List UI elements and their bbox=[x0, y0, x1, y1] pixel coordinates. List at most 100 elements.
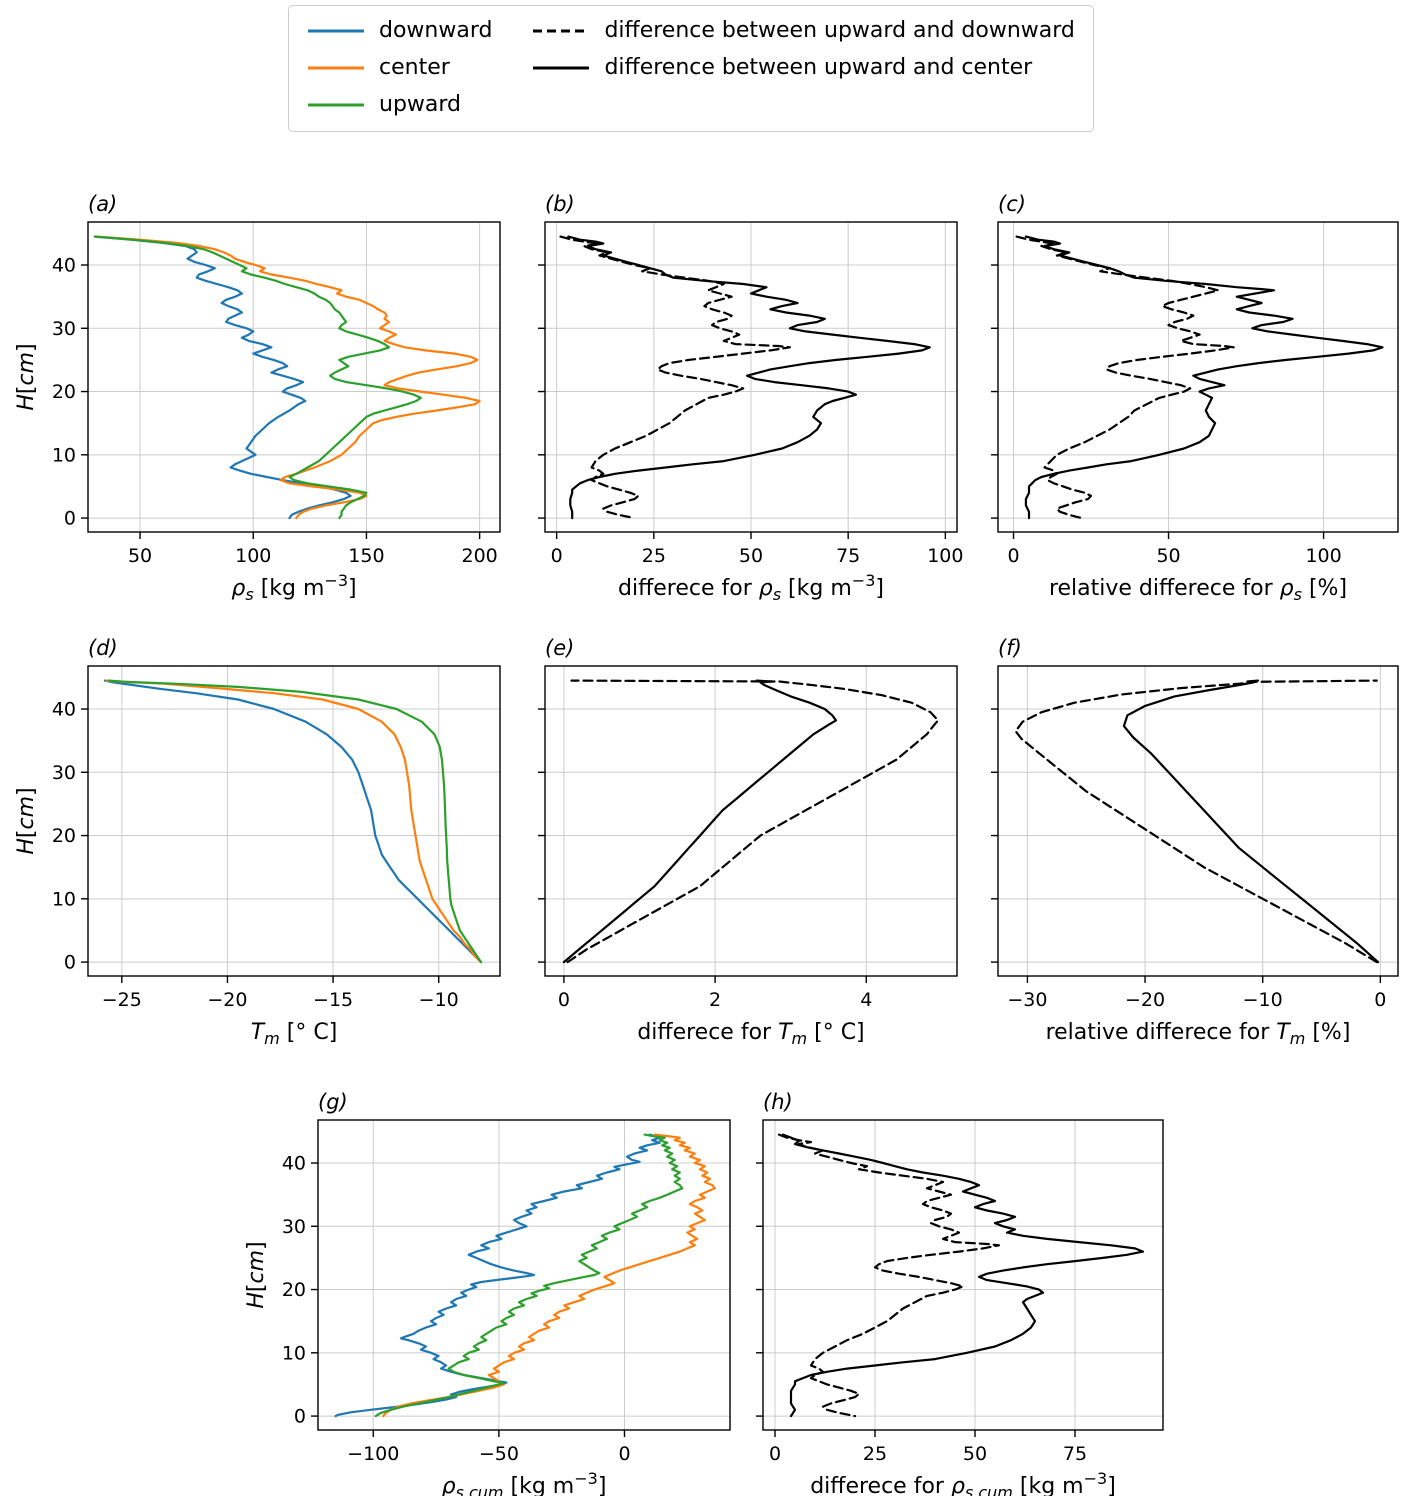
legend-label: downward bbox=[379, 18, 493, 43]
series-line-center bbox=[105, 679, 483, 964]
x-tick-label: −10 bbox=[1243, 989, 1283, 1011]
y-tick-label: 10 bbox=[52, 888, 76, 910]
axes-box bbox=[87, 221, 501, 533]
legend-label: upward bbox=[379, 92, 462, 118]
series-line-downward bbox=[93, 235, 352, 520]
series-line-dashed bbox=[1014, 679, 1378, 964]
axes-box bbox=[997, 221, 1399, 533]
panel-d: −25 −20 −15 −10 0 10 20 30 40 Tm [° C] H[cm] (d) bbox=[14, 636, 501, 1048]
x-tick-label: 50 bbox=[963, 1443, 987, 1465]
solid-line-swatch-icon bbox=[308, 66, 364, 70]
series-line-upward bbox=[374, 1133, 684, 1418]
x-tick-label: 0 bbox=[769, 1443, 781, 1465]
panel-e: 0 2 4 differece for Tm [° C] (e) bbox=[538, 636, 958, 1048]
x-tick-label: 0 bbox=[551, 545, 563, 567]
panel-f: −30 −20 −10 0 relative differece for Tm [%] (… bbox=[991, 636, 1399, 1048]
series-line-downward bbox=[103, 679, 483, 964]
x-tick-label: 4 bbox=[860, 989, 872, 1011]
y-tick-label: 0 bbox=[294, 1406, 306, 1428]
x-tick-label: 75 bbox=[836, 545, 860, 567]
x-tick-label: −100 bbox=[347, 1443, 399, 1465]
x-tick-label: −15 bbox=[313, 989, 353, 1011]
legend-label: difference between upward and center bbox=[604, 55, 1033, 81]
series-line-dashed bbox=[566, 679, 940, 964]
y-tick-label: 20 bbox=[52, 381, 76, 403]
solid-line-swatch-icon bbox=[533, 66, 590, 70]
y-tick-label: 0 bbox=[64, 952, 76, 974]
axes-box bbox=[87, 665, 501, 977]
panel-label: (h) bbox=[763, 1090, 793, 1114]
x-tick-label: 75 bbox=[1063, 1443, 1087, 1465]
y-tick-label: 40 bbox=[52, 255, 76, 277]
panel-label: (c) bbox=[998, 192, 1026, 216]
solid-line-swatch-icon bbox=[308, 103, 364, 107]
series-line-upward bbox=[93, 235, 422, 520]
panel-label: (a) bbox=[88, 192, 117, 216]
panel-h: 0 25 50 75 differece for ρs,cum [kg m−3] (h) bbox=[756, 1090, 1164, 1496]
y-axis-label: H[cm] bbox=[14, 343, 39, 410]
solid-line-swatch-icon bbox=[308, 29, 364, 33]
x-axis-label: ρs [kg m−3] bbox=[231, 571, 356, 604]
x-tick-label: 0 bbox=[1007, 545, 1019, 567]
legend-item: downward bbox=[307, 18, 493, 43]
axes-box bbox=[997, 665, 1399, 977]
series-line-difference between upward and center bbox=[1122, 679, 1380, 964]
y-axis-label: H[cm] bbox=[244, 1241, 269, 1308]
x-axis-label: relative differece for ρs [%] bbox=[1049, 576, 1347, 604]
y-tick-label: 20 bbox=[52, 825, 76, 847]
legend-column-differences: difference between upward and downward di… bbox=[532, 18, 1075, 118]
series-line-upward bbox=[107, 679, 483, 964]
y-tick-label: 40 bbox=[282, 1153, 306, 1175]
y-tick-label: 30 bbox=[282, 1216, 306, 1238]
series-line-difference between upward and center bbox=[567, 235, 931, 520]
legend: downward center upward difference between u… bbox=[288, 5, 1094, 132]
legend-label: center bbox=[379, 55, 450, 81]
x-tick-label: 25 bbox=[642, 545, 666, 567]
y-tick-label: 10 bbox=[52, 444, 76, 466]
x-axis-label: differece for ρs [kg m−3] bbox=[618, 571, 884, 604]
x-tick-label: 100 bbox=[235, 545, 271, 567]
x-axis-label: Tm [° C] bbox=[251, 1020, 338, 1048]
panel-label: (g) bbox=[318, 1090, 348, 1114]
panel-label: (d) bbox=[88, 636, 118, 660]
x-tick-label: −20 bbox=[1125, 989, 1165, 1011]
x-tick-label: −10 bbox=[419, 989, 459, 1011]
y-tick-label: 30 bbox=[52, 762, 76, 784]
x-axis-label: differece for Tm [° C] bbox=[637, 1020, 864, 1048]
x-tick-label: −20 bbox=[207, 989, 247, 1011]
x-tick-label: 2 bbox=[709, 989, 721, 1011]
series-line-center bbox=[382, 1133, 717, 1418]
x-axis-label: relative differece for Tm [%] bbox=[1046, 1020, 1351, 1048]
y-axis-label: H[cm] bbox=[14, 787, 39, 854]
dashed-line-swatch-icon bbox=[533, 29, 590, 33]
panel-c: 0 50 100 relative differece for ρs [%] (c) bbox=[991, 192, 1399, 604]
panel-label: (b) bbox=[545, 192, 575, 216]
legend-column-profiles: downward center upward bbox=[307, 18, 493, 118]
axes-box bbox=[762, 1119, 1164, 1431]
series-line-difference between upward and center bbox=[562, 679, 838, 964]
series-line-downward bbox=[334, 1133, 661, 1418]
x-tick-label: 50 bbox=[1156, 545, 1180, 567]
series-line-difference between upward and center bbox=[1024, 235, 1384, 520]
legend-item: difference between upward and center bbox=[532, 55, 1074, 81]
x-tick-label: 0 bbox=[1374, 989, 1386, 1011]
axes-box bbox=[544, 665, 958, 977]
x-tick-label: 200 bbox=[461, 545, 497, 567]
x-tick-label: 50 bbox=[128, 545, 152, 567]
panel-label: (f) bbox=[998, 636, 1022, 660]
x-tick-label: 50 bbox=[739, 545, 763, 567]
legend-item: difference between upward and downward bbox=[532, 18, 1075, 43]
series-line-difference between upward and center bbox=[781, 1133, 1145, 1418]
legend-label: difference between upward and downward bbox=[604, 18, 1075, 43]
x-tick-label: 150 bbox=[348, 545, 384, 567]
x-axis-label: differece for ρs,cum [kg m−3] bbox=[810, 1469, 1116, 1496]
x-tick-label: −30 bbox=[1007, 989, 1047, 1011]
y-tick-label: 0 bbox=[64, 508, 76, 530]
x-tick-label: 25 bbox=[863, 1443, 887, 1465]
y-tick-label: 10 bbox=[282, 1342, 306, 1364]
y-tick-label: 40 bbox=[52, 699, 76, 721]
legend-item: upward bbox=[307, 93, 492, 117]
x-tick-label: 0 bbox=[558, 989, 570, 1011]
